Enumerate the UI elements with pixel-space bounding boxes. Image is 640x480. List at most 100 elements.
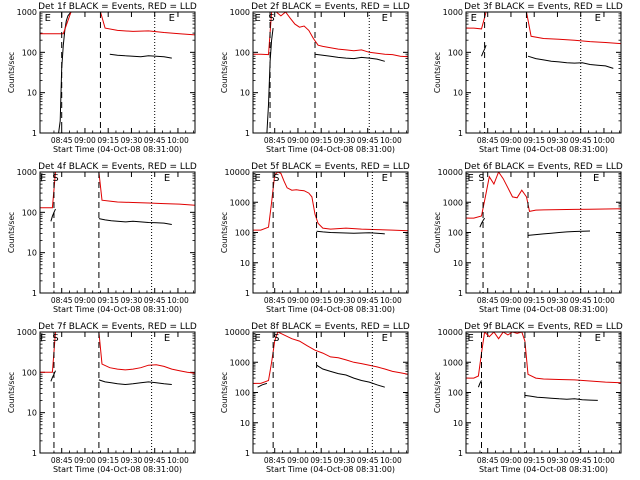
detector-panel-9: Det 9f BLACK = Events, RED = LLD 1 10 100 10… [433, 322, 623, 474]
panel-title: Det 5f BLACK = Events, RED = LLD [251, 162, 410, 172]
y-tick-label: 100 [22, 368, 37, 377]
y-tick-label: 10000 [438, 328, 463, 337]
x-tick-label: 09:15 [523, 296, 545, 305]
lld-series-line [466, 172, 621, 219]
x-tick-label: 08:45 [51, 456, 73, 465]
lld-series-line [253, 332, 408, 384]
event-marker-s: S [268, 13, 274, 24]
x-tick-label: 10:00 [593, 136, 615, 145]
event-marker-e: E [169, 13, 175, 24]
panel-title: Det 2f BLACK = Events, RED = LLD [251, 2, 410, 12]
y-axis-label: Counts/sec [7, 212, 16, 253]
event-marker-e: E [40, 173, 46, 184]
plot-frame [465, 171, 622, 294]
y-tick-label: 1 [32, 129, 37, 138]
detector-panel-6: Det 6f BLACK = Events, RED = LLD 1 10 100 10… [433, 162, 623, 314]
y-tick-label: 10 [27, 89, 37, 98]
x-tick-label: 10:00 [167, 296, 189, 305]
x-tick-label: 09:30 [334, 136, 356, 145]
x-tick-label: 09:30 [121, 456, 143, 465]
x-tick-label: 10:00 [380, 296, 402, 305]
detector-panel-3: Det 3f BLACK = Events, RED = LLD 1 10 100 10… [433, 2, 623, 154]
x-tick-label: 09:30 [334, 456, 356, 465]
panel-title: Det 3f BLACK = Events, RED = LLD [464, 2, 623, 12]
x-tick-label: 09:00 [74, 296, 96, 305]
event-marker-e: E [467, 173, 473, 184]
x-tick-label: 09:00 [287, 456, 309, 465]
plot-frame [252, 11, 409, 134]
y-tick-label: 10 [453, 89, 463, 98]
x-tick-label: 09:45 [570, 136, 592, 145]
x-tick-label: 08:45 [477, 136, 499, 145]
x-tick-label: 09:15 [97, 136, 119, 145]
y-tick-label: 100 [448, 48, 463, 57]
lld-series-line [253, 172, 408, 232]
detector-panel-5: Det 5f BLACK = Events, RED = LLD 1 10 100 10… [220, 162, 410, 314]
events-series-line [109, 53, 172, 59]
x-tick-label: 10:00 [593, 456, 615, 465]
lld-series-line [40, 332, 195, 374]
event-marker-e: E [254, 173, 260, 184]
x-tick-label: 09:00 [500, 296, 522, 305]
y-tick-label: 10000 [225, 328, 250, 337]
panel-title: Det 9f BLACK = Events, RED = LLD [464, 322, 623, 332]
event-marker-e: E [254, 333, 260, 344]
x-tick-label: 08:45 [477, 296, 499, 305]
y-tick-label: 1 [458, 449, 463, 458]
events-series-line [481, 45, 487, 57]
x-tick-label: 09:30 [547, 456, 569, 465]
x-tick-label: 09:45 [144, 296, 166, 305]
x-tick-label: 09:15 [523, 456, 545, 465]
x-axis-label: Start Time (04-Oct-08 08:31:00) [479, 145, 608, 154]
y-tick-label: 100 [22, 48, 37, 57]
x-tick-label: 09:15 [310, 296, 332, 305]
detector-panel-7: Det 7f BLACK = Events, RED = LLD 1 10 100 10… [7, 322, 197, 474]
y-tick-label: 1000 [17, 168, 37, 177]
panel-title: Det 1f BLACK = Events, RED = LLD [38, 2, 197, 12]
lld-series-line [253, 12, 408, 58]
x-axis-label: Start Time (04-Oct-08 08:31:00) [53, 465, 182, 474]
y-tick-label: 100 [448, 229, 463, 238]
y-axis-label: Counts/sec [220, 52, 229, 93]
y-tick-label: 1000 [230, 358, 250, 367]
panel-title: Det 7f BLACK = Events, RED = LLD [38, 322, 197, 332]
x-axis-label: Start Time (04-Oct-08 08:31:00) [479, 465, 608, 474]
event-marker-e: E [382, 173, 388, 184]
y-tick-label: 1000 [443, 358, 463, 367]
event-marker-e: E [467, 333, 473, 344]
x-tick-label: 10:00 [167, 136, 189, 145]
x-axis-label: Start Time (04-Oct-08 08:31:00) [266, 465, 395, 474]
events-series-line [524, 394, 598, 401]
y-tick-label: 1000 [230, 8, 250, 17]
x-tick-label: 09:45 [357, 136, 379, 145]
events-series-line [50, 208, 56, 222]
y-tick-label: 100 [22, 208, 37, 217]
events-series-line [50, 370, 56, 382]
events-series-line [98, 218, 172, 225]
events-series-line [527, 55, 614, 69]
y-tick-label: 10 [240, 259, 250, 268]
y-axis-label: Counts/sec [7, 52, 16, 93]
event-marker-e: E [254, 13, 260, 24]
x-tick-label: 09:00 [287, 136, 309, 145]
x-tick-label: 09:15 [310, 136, 332, 145]
event-marker-e: E [595, 333, 601, 344]
detector-panel-2: Det 2f BLACK = Events, RED = LLD 1 10 100 10… [220, 2, 410, 154]
x-tick-label: 09:00 [287, 296, 309, 305]
events-series-line [266, 28, 274, 133]
plot-frame [465, 11, 622, 134]
events-series-line [527, 230, 591, 236]
event-marker-e: E [382, 13, 388, 24]
x-tick-label: 10:00 [167, 456, 189, 465]
x-tick-label: 10:00 [380, 456, 402, 465]
y-tick-label: 10 [27, 409, 37, 418]
x-tick-label: 09:00 [74, 136, 96, 145]
lld-series-line [466, 332, 621, 384]
events-series-line [316, 230, 385, 235]
y-tick-label: 100 [235, 389, 250, 398]
y-axis-label: Counts/sec [433, 372, 442, 413]
detector-panel-8: Det 8f BLACK = Events, RED = LLD 1 10 100 10… [220, 322, 410, 474]
y-tick-label: 10 [453, 419, 463, 428]
x-tick-label: 09:00 [500, 456, 522, 465]
